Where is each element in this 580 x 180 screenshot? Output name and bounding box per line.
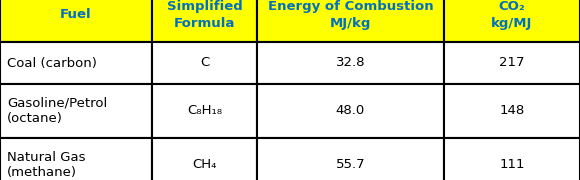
Bar xyxy=(0,42,152,84)
Bar xyxy=(152,0,257,42)
Text: 48.0: 48.0 xyxy=(336,105,365,118)
Bar xyxy=(257,42,444,84)
Bar xyxy=(0,84,152,138)
Text: 32.8: 32.8 xyxy=(336,57,365,69)
Bar xyxy=(257,84,444,138)
Bar xyxy=(0,138,152,180)
Bar xyxy=(152,84,257,138)
Bar xyxy=(257,138,444,180)
Text: CH₄: CH₄ xyxy=(193,159,217,172)
Bar xyxy=(152,138,257,180)
Text: 55.7: 55.7 xyxy=(336,159,365,172)
Bar xyxy=(152,42,257,84)
Text: 111: 111 xyxy=(499,159,525,172)
Text: Energy of Combustion
MJ/kg: Energy of Combustion MJ/kg xyxy=(268,0,433,30)
Bar xyxy=(444,0,580,42)
Text: C₈H₁₈: C₈H₁₈ xyxy=(187,105,222,118)
Text: C: C xyxy=(200,57,209,69)
Text: 148: 148 xyxy=(499,105,525,118)
Bar xyxy=(444,138,580,180)
Bar xyxy=(444,42,580,84)
Bar xyxy=(444,84,580,138)
Text: Coal (carbon): Coal (carbon) xyxy=(7,57,97,69)
Bar xyxy=(0,0,152,42)
Text: CO₂
kg/MJ: CO₂ kg/MJ xyxy=(491,0,532,30)
Text: 217: 217 xyxy=(499,57,525,69)
Bar xyxy=(257,0,444,42)
Text: Fuel: Fuel xyxy=(60,8,92,21)
Text: Gasoline/Petrol
(octane): Gasoline/Petrol (octane) xyxy=(7,97,107,125)
Text: Simplified
Formula: Simplified Formula xyxy=(166,0,242,30)
Text: Natural Gas
(methane): Natural Gas (methane) xyxy=(7,151,85,179)
